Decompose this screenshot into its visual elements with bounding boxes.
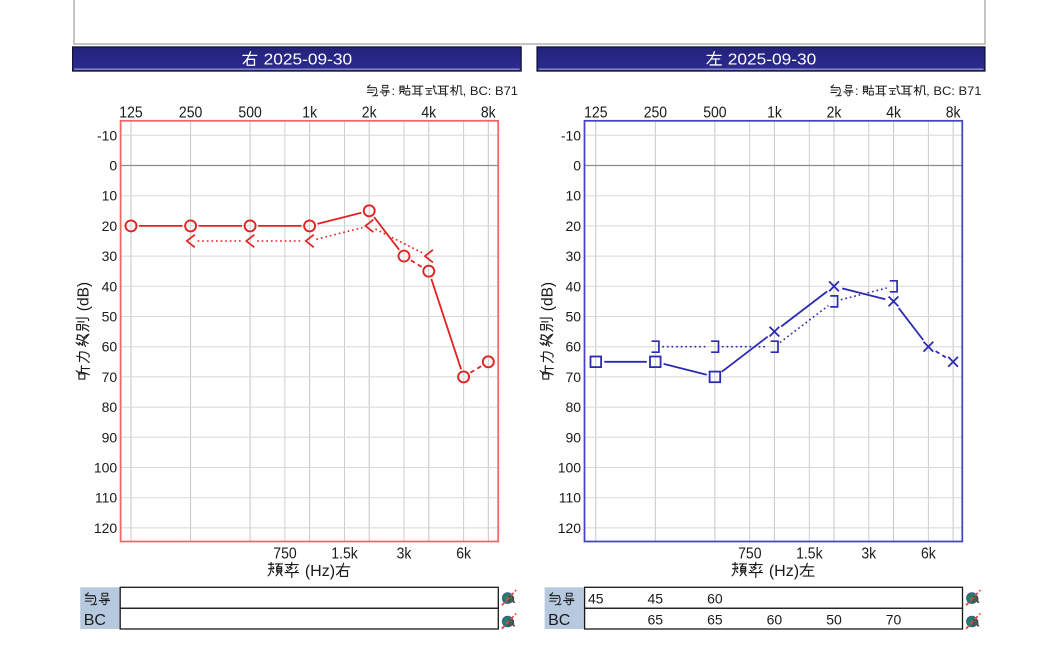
svg-text:3k: 3k (861, 546, 877, 563)
svg-text:20: 20 (566, 218, 582, 234)
svg-text:70: 70 (102, 369, 118, 385)
svg-text:a: a (972, 614, 980, 629)
svg-text:90: 90 (102, 429, 118, 445)
svg-text:125: 125 (584, 104, 607, 121)
svg-text:8k: 8k (481, 104, 497, 121)
svg-text:40: 40 (102, 278, 118, 294)
svg-text:250: 250 (644, 104, 667, 121)
svg-text:1.5k: 1.5k (331, 546, 358, 563)
svg-text:0: 0 (573, 158, 581, 174)
svg-text:10: 10 (566, 188, 582, 204)
svg-text:60: 60 (566, 339, 582, 355)
svg-text:30: 30 (566, 248, 582, 264)
svg-text:20: 20 (102, 218, 118, 234)
svg-text:1.5k: 1.5k (796, 546, 823, 563)
svg-text:1k: 1k (767, 104, 783, 121)
svg-text:BC: BC (548, 612, 570, 629)
svg-text:6k: 6k (456, 546, 472, 563)
svg-text:80: 80 (102, 399, 118, 415)
svg-text:a: a (508, 591, 516, 606)
svg-text:45: 45 (588, 591, 604, 607)
svg-text:70: 70 (566, 369, 582, 385)
svg-text:2025-09-30: 2025-09-30 (264, 52, 353, 69)
svg-text:40: 40 (566, 278, 582, 294)
svg-text:2k: 2k (362, 104, 378, 121)
svg-text:60: 60 (102, 339, 118, 355)
svg-text:750: 750 (738, 546, 761, 563)
svg-text:-10: -10 (97, 127, 117, 143)
svg-text:6k: 6k (921, 546, 937, 563)
svg-text:3k: 3k (397, 546, 413, 563)
svg-text:60: 60 (707, 591, 723, 607)
svg-text:500: 500 (238, 104, 261, 121)
svg-text:100: 100 (558, 460, 582, 476)
svg-text:65: 65 (648, 611, 664, 627)
svg-text:500: 500 (703, 104, 726, 121)
svg-text:100: 100 (94, 460, 118, 476)
svg-text:50: 50 (102, 309, 118, 325)
svg-text:50: 50 (566, 309, 582, 325)
svg-text:(Hz): (Hz) (764, 563, 799, 580)
svg-text:120: 120 (558, 520, 582, 536)
svg-text:(dB): (dB) (539, 282, 556, 316)
svg-text:80: 80 (566, 399, 582, 415)
svg-text:125: 125 (119, 104, 142, 121)
svg-text:120: 120 (94, 520, 118, 536)
svg-text:110: 110 (95, 490, 118, 506)
svg-text:, BC: B71: , BC: B71 (463, 84, 518, 98)
svg-text:BC: BC (84, 612, 106, 629)
svg-text:50: 50 (826, 611, 842, 627)
svg-text:70: 70 (886, 611, 902, 627)
svg-text:(dB): (dB) (76, 282, 93, 316)
svg-text:10: 10 (102, 188, 118, 204)
svg-text:60: 60 (767, 611, 783, 627)
svg-text:750: 750 (273, 546, 296, 563)
svg-text::: : (855, 84, 862, 98)
svg-text:90: 90 (566, 429, 582, 445)
svg-text:4k: 4k (886, 104, 902, 121)
svg-text::: : (392, 84, 399, 98)
svg-text:8k: 8k (946, 104, 962, 121)
svg-text:2025-09-30: 2025-09-30 (728, 52, 817, 69)
svg-text:2k: 2k (827, 104, 843, 121)
svg-text:-10: -10 (561, 127, 581, 143)
svg-text:, BC: B71: , BC: B71 (926, 84, 981, 98)
svg-text:a: a (972, 591, 980, 606)
svg-text:30: 30 (102, 248, 118, 264)
svg-text:250: 250 (179, 104, 202, 121)
svg-text:1k: 1k (302, 104, 318, 121)
svg-text:4k: 4k (421, 104, 437, 121)
svg-text:(Hz): (Hz) (300, 563, 335, 580)
svg-text:0: 0 (109, 158, 117, 174)
svg-text:110: 110 (559, 490, 582, 506)
svg-text:65: 65 (707, 611, 723, 627)
svg-text:a: a (508, 614, 516, 629)
svg-text:45: 45 (648, 591, 664, 607)
